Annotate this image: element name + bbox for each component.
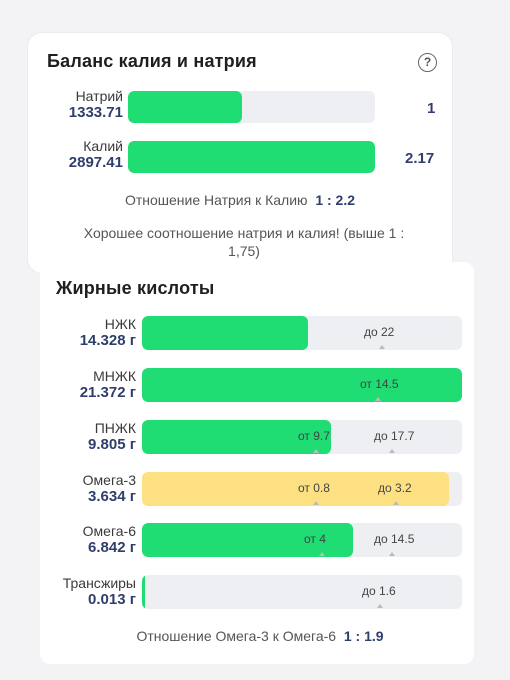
fatty-row-label: Омега-3 3.634 г [83,473,136,504]
fatty-row-range-tick [377,604,383,608]
fatty-row-label: Омега-6 6.842 г [83,524,136,555]
fatty-acids-title: Жирные кислоты [56,278,215,298]
fatty-row-range-mark: от 0.8 [298,481,330,495]
sodium-ratio: 1 [427,100,436,117]
fatty-row-bar-fill [142,575,145,609]
fatty-row-name: Омега-6 [82,523,136,539]
fatty-row-bar-fill [142,523,354,557]
fatty-row-name: Омега-3 [82,472,136,488]
fatty-row-value: 21.372 г [79,384,136,401]
omega-ratio-line: Отношение Омега-3 к Омега-6 1 : 1.9 [60,628,460,644]
potassium-ratio: 2.17 [405,150,435,167]
fatty-row-label: МНЖК 21.372 г [80,369,136,400]
fatty-row-range-mark: от 14.5 [360,377,399,391]
fatty-row-range-mark: до 22 [364,325,395,339]
na-k-ratio-label: Отношение Натрия к Калию [124,192,308,208]
fatty-row-name: ПНЖК [94,420,136,436]
fatty-row-bar: от 0.8 до 3.2 [142,472,462,506]
fatty-row-bar: до 1.6 [142,575,462,609]
fatty-row-value: 3.634 г [88,488,136,505]
fatty-row-range-mark: от 9.7 [298,429,330,443]
fatty-row-range-mark: от 4 [304,532,326,546]
fatty-row-value: 0.013 г [88,591,136,608]
help-icon[interactable]: ? [418,53,437,72]
sodium-bar-fill [128,91,242,123]
sodium-label: Натрий 1333.71 [69,89,123,120]
sodium-name: Натрий [75,88,123,104]
fatty-row-range-tick [389,449,395,453]
fatty-row-bar-fill [142,316,309,350]
potassium-label: Калий 2897.41 [69,139,123,170]
fatty-row-range-tick [379,345,385,349]
balance-message-line2: 1,75) [228,243,260,259]
fatty-row-range-tick [313,449,319,453]
fatty-row-range-tick [375,397,381,401]
fatty-row-value: 9.805 г [88,436,136,453]
fatty-row-range-tick [389,552,395,556]
potassium-value: 2897.41 [68,154,123,171]
fatty-row-bar-fill [142,368,462,402]
na-k-ratio-value: 1 : 2.2 [315,192,356,208]
fatty-row-range-mark: до 14.5 [374,532,415,546]
fatty-row-range-tick [393,501,399,505]
fatty-row-range-tick [313,501,319,505]
fatty-row-range-tick [319,552,325,556]
fatty-row-range-mark: до 3.2 [378,481,412,495]
fatty-row-range-mark: до 17.7 [374,429,415,443]
fatty-row-bar: от 4 до 14.5 [142,523,462,557]
potassium-bar [128,141,375,173]
fatty-row-bar: от 9.7 до 17.7 [142,420,462,454]
fatty-row-value: 14.328 г [79,332,136,349]
fatty-row-label: НЖК 14.328 г [80,317,136,348]
fatty-row-name: Трансжиры [62,575,136,591]
omega-ratio-value: 1 : 1.9 [343,628,384,644]
fatty-row-bar-fill [142,420,331,454]
potassium-name: Калий [83,138,123,154]
fatty-row-name: НЖК [104,316,136,332]
fatty-row-label: Трансжиры 0.013 г [63,576,136,607]
fatty-row-bar: до 22 [142,316,462,350]
balance-title: Баланс калия и натрия [47,51,257,71]
potassium-bar-fill [128,141,375,173]
fatty-row-label: ПНЖК 9.805 г [88,421,136,452]
sodium-value: 1333.71 [68,104,123,121]
omega-ratio-label: Отношение Омега-3 к Омега-6 [136,628,337,644]
fatty-row-name: МНЖК [93,368,136,384]
na-k-ratio-line: Отношение Натрия к Калию 1 : 2.2 [60,192,420,208]
fatty-row-range-mark: до 1.6 [362,584,396,598]
sodium-bar [128,91,375,123]
balance-message: Хорошее соотношение натрия и калия! (выш… [44,224,444,260]
fatty-row-bar-fill [142,472,450,506]
fatty-row-value: 6.842 г [88,539,136,556]
balance-message-line1: Хорошее соотношение натрия и калия! (выш… [83,225,405,241]
fatty-row-bar: от 14.5 [142,368,462,402]
